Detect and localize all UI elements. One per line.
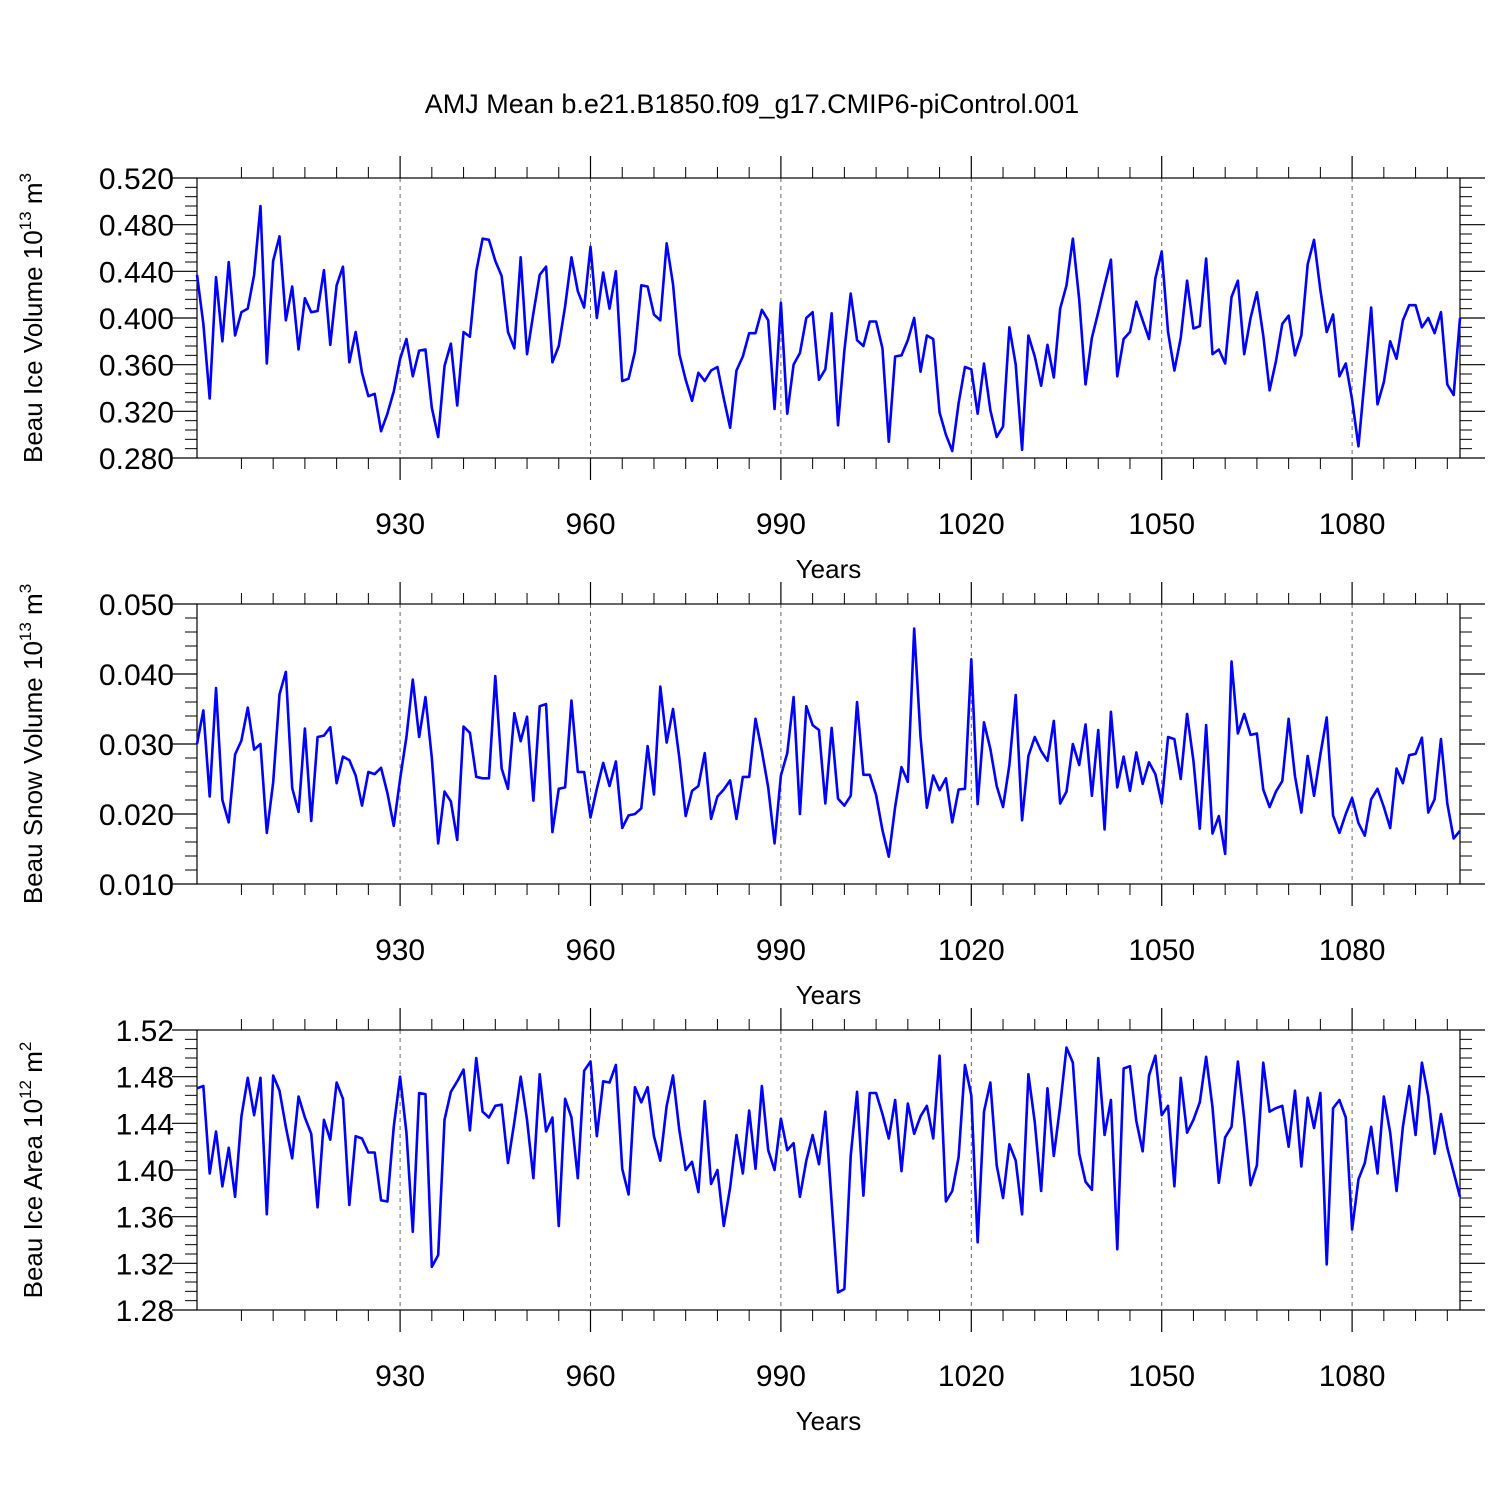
y-tick-label: 0.320 (99, 396, 174, 429)
y-tick-label: 1.48 (116, 1062, 174, 1095)
beau-ice-volume-series-line (195, 204, 1462, 453)
x-tick-label: 1080 (1319, 508, 1386, 541)
x-tick-label: 960 (565, 508, 615, 541)
x-tick-label: 990 (756, 508, 806, 541)
beau-snow-volume-panel: 930 960 990 1020 1050 1080 0.010 0.020 0.030 0.04… (16, 582, 1485, 1010)
y-tick-label: 1.36 (116, 1202, 174, 1235)
y-tick-label: 1.52 (116, 1015, 174, 1048)
x-tick-label: 1050 (1128, 934, 1195, 967)
x-tick-label: 930 (375, 1360, 425, 1393)
y-tick-label: 0.480 (99, 210, 174, 243)
y-tick-label: 0.400 (99, 303, 174, 336)
x-tick-label: 960 (565, 1360, 615, 1393)
chart-title: AMJ Mean b.e21.B1850.f09_g17.CMIP6-piCon… (425, 89, 1079, 119)
y-tick-label: 0.050 (99, 589, 174, 622)
y-tick-label: 0.360 (99, 350, 174, 383)
y-tick-label: 1.32 (116, 1248, 174, 1281)
x-axis-label: Years (796, 554, 862, 584)
x-tick-label: 960 (565, 934, 615, 967)
x-axis-label: Years (796, 980, 862, 1010)
x-tick-label: 1050 (1128, 1360, 1195, 1393)
x-tick-label: 1020 (938, 1360, 1005, 1393)
plot-frame (196, 603, 1461, 885)
x-tick-label: 1020 (938, 934, 1005, 967)
x-tick-label: 1080 (1319, 1360, 1386, 1393)
y-tick-label: 0.040 (99, 659, 174, 692)
y-tick-label: 0.010 (99, 869, 174, 902)
y-tick-label: 0.030 (99, 729, 174, 762)
x-tick-label: 990 (756, 1360, 806, 1393)
x-tick-label: 1050 (1128, 508, 1195, 541)
y-axis-label: Beau Ice Volume 1013 m3 (16, 173, 48, 463)
y-tick-label: 0.020 (99, 799, 174, 832)
beau-ice-area-series-line (196, 1046, 1462, 1294)
x-tick-label: 1080 (1319, 934, 1386, 967)
y-axis-label: Beau Ice Area 1012 m2 (16, 1042, 48, 1299)
beau-ice-area-panel: 930 960 990 1020 1050 1080 1.28 1.32 1.36 1.40 1.4… (16, 1008, 1485, 1436)
y-tick-label: 1.28 (116, 1295, 174, 1328)
y-tick-label: 0.520 (99, 163, 174, 196)
y-tick-label: 0.440 (99, 256, 174, 289)
x-tick-label: 990 (756, 934, 806, 967)
y-tick-label: 1.40 (116, 1155, 174, 1188)
beau-snow-volume-series-line (195, 627, 1462, 859)
y-tick-label: 0.280 (99, 443, 174, 476)
y-axis-label: Beau Snow Volume 1013 m3 (16, 584, 48, 904)
y-tick-label: 1.44 (116, 1108, 174, 1141)
x-tick-label: 930 (375, 508, 425, 541)
x-tick-label: 1020 (938, 508, 1005, 541)
x-tick-label: 930 (375, 934, 425, 967)
beau-ice-volume-panel: 930 960 990 1020 1050 1080 0.280 0.320 0.360 0.40… (16, 156, 1485, 584)
x-axis-label: Years (796, 1406, 862, 1436)
